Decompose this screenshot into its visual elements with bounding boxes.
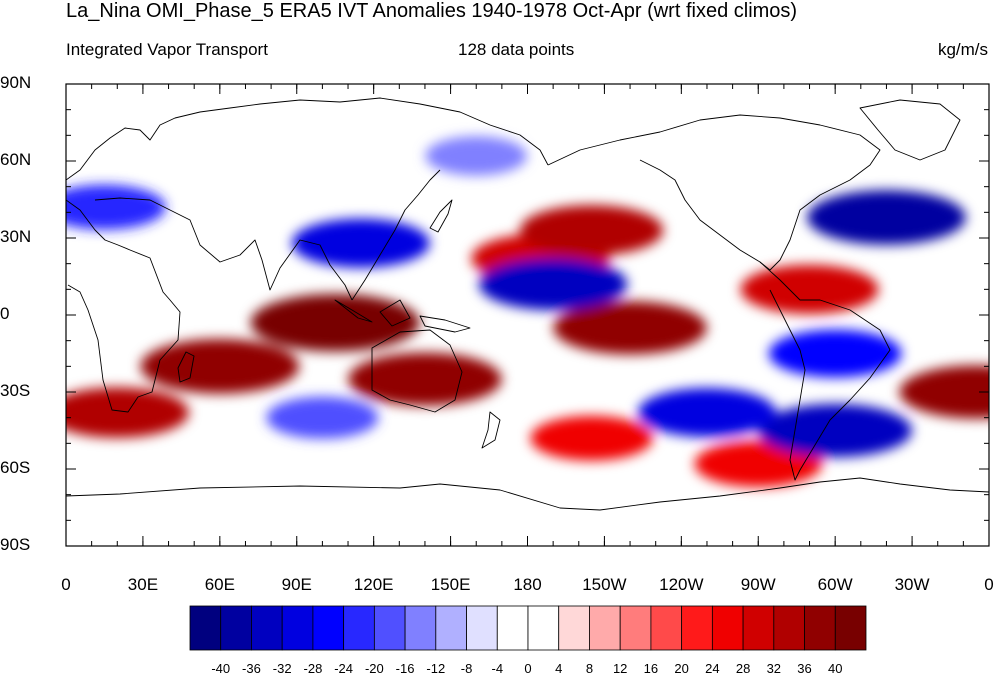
colorbar-label: -16	[395, 661, 415, 676]
anomaly-blob	[807, 190, 966, 245]
colorbar-label: -40	[211, 661, 231, 676]
anomaly-blob	[250, 294, 420, 352]
anomaly-blob	[758, 403, 912, 458]
anomaly-blob	[66, 184, 166, 230]
anomaly-blob	[140, 339, 300, 394]
x-tick-label: 180	[513, 575, 542, 594]
axis-ticks	[65, 83, 990, 547]
x-tick-label: 90W	[740, 575, 776, 594]
colorbar-label: 36	[797, 661, 812, 676]
x-tick-label: 60E	[204, 575, 235, 594]
colorbar-label: -20	[364, 661, 384, 676]
x-tick-label: 150W	[582, 575, 627, 594]
colorbar-label: -24	[334, 661, 354, 676]
colorbar-label: 4	[555, 661, 563, 676]
colorbar-label: -32	[272, 661, 292, 676]
colorbar-label: 24	[705, 661, 720, 676]
x-tick-label: 60W	[817, 575, 853, 594]
anomaly-blob	[768, 329, 902, 378]
colorbar-label: 20	[674, 661, 689, 676]
anomaly-blob	[519, 205, 664, 256]
colorbar-label: 28	[735, 661, 751, 676]
x-tick-label: 0	[984, 575, 994, 594]
colorbar-label: -12	[426, 661, 446, 676]
x-tick-label: 150E	[430, 575, 471, 594]
y-tick-label: 0	[0, 304, 10, 323]
anomaly-blob	[348, 352, 502, 406]
x-tick-label: 120W	[659, 575, 704, 594]
colorbar-label: -8	[460, 661, 473, 676]
variable-label: Integrated Vapor Transport	[66, 40, 268, 59]
x-tick-label: 120E	[353, 575, 394, 594]
colorbar-label: -4	[491, 661, 504, 676]
anomaly-blob	[637, 388, 776, 438]
y-tick-label: 60N	[0, 150, 32, 169]
x-tick-label: 30W	[894, 575, 930, 594]
colorbar-label: 40	[828, 661, 843, 676]
anomaly-blob	[291, 218, 430, 268]
map-background	[66, 84, 989, 546]
anomaly-blob	[899, 365, 989, 419]
chart-title: La_Nina OMI_Phase_5 ERA5 IVT Anomalies 1…	[66, 0, 798, 22]
y-tick-label: 90N	[0, 73, 32, 92]
units-label: kg/m/s	[937, 40, 988, 59]
data-points-label: 128 data points	[458, 40, 575, 59]
anomaly-blob	[478, 258, 628, 311]
x-tick-label: 90E	[281, 575, 312, 594]
y-tick-label: 60S	[0, 458, 31, 477]
anomaly-blob	[553, 301, 707, 355]
anomaly-blob	[530, 415, 653, 461]
y-tick-label: 30N	[0, 227, 32, 246]
anomaly-blob	[266, 396, 379, 439]
coastlines	[66, 97, 989, 511]
colorbar-label: 32	[766, 661, 782, 676]
x-tick-label: 30E	[127, 575, 159, 594]
colorbar-label: 0	[524, 661, 532, 676]
anomaly-blob	[425, 136, 528, 176]
colorbar-label: 12	[612, 661, 628, 676]
anomaly-blob	[66, 387, 189, 438]
anomaly-field	[66, 136, 989, 487]
y-tick-label: 90S	[0, 535, 31, 554]
colorbar-label: 8	[585, 661, 594, 676]
x-tick-label: 0	[61, 575, 71, 594]
anomaly-blob	[740, 264, 879, 314]
y-tick-label: 30S	[0, 381, 31, 400]
anomaly-blob	[694, 440, 823, 487]
colorbar-label: 16	[643, 661, 659, 676]
colorbar-label: -28	[303, 661, 323, 676]
colorbar-label: -36	[242, 661, 261, 676]
